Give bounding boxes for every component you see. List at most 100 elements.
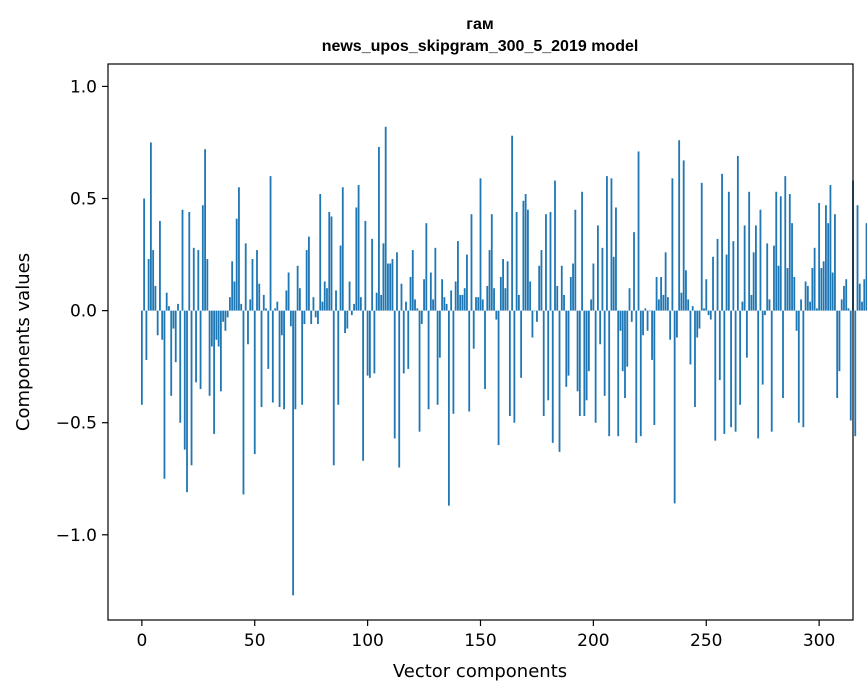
bar xyxy=(696,310,699,338)
bar xyxy=(463,288,466,311)
bar xyxy=(770,310,773,432)
bar xyxy=(432,299,434,311)
bar xyxy=(278,310,281,408)
bar xyxy=(161,310,164,340)
bar xyxy=(757,310,760,439)
bar xyxy=(484,310,486,390)
bar xyxy=(560,265,563,311)
bar xyxy=(730,310,732,428)
bar xyxy=(527,209,529,311)
bar xyxy=(745,310,748,358)
bar xyxy=(750,294,753,311)
bar xyxy=(849,310,852,421)
bar xyxy=(524,194,527,311)
bar xyxy=(452,310,455,414)
bar xyxy=(574,209,577,311)
bar xyxy=(156,310,159,336)
bar xyxy=(472,310,475,349)
bar xyxy=(418,310,421,432)
bar xyxy=(294,310,297,410)
bar xyxy=(847,308,850,311)
bar xyxy=(725,254,728,311)
bar xyxy=(513,310,516,423)
bar xyxy=(606,176,608,311)
bar xyxy=(671,178,674,311)
bar xyxy=(678,140,681,311)
bar xyxy=(578,310,581,416)
bar xyxy=(565,310,568,387)
bar xyxy=(603,310,606,396)
bar xyxy=(831,272,834,311)
bar xyxy=(802,310,805,428)
bar xyxy=(664,252,667,311)
bar xyxy=(786,268,789,311)
bar xyxy=(680,292,683,311)
bar xyxy=(655,276,658,311)
bar xyxy=(400,283,403,311)
bar xyxy=(700,182,703,311)
bar xyxy=(341,187,344,311)
bar xyxy=(617,310,620,437)
bar xyxy=(326,288,328,311)
bar xyxy=(583,310,586,416)
bar xyxy=(323,281,326,311)
bar xyxy=(222,310,225,322)
bar xyxy=(233,281,236,311)
bar xyxy=(366,310,369,376)
bar xyxy=(517,294,520,311)
bar xyxy=(854,310,857,437)
bars-group xyxy=(140,126,867,596)
bar xyxy=(292,310,295,596)
bar xyxy=(508,310,511,416)
bar xyxy=(330,216,333,311)
bar xyxy=(533,310,536,312)
bar xyxy=(280,310,283,336)
y-tick-label: 0.5 xyxy=(70,190,97,210)
bar xyxy=(633,232,635,311)
bar xyxy=(346,310,349,329)
bar xyxy=(551,310,554,443)
bar xyxy=(217,310,220,347)
bar xyxy=(319,194,322,311)
bar xyxy=(856,205,859,311)
bar xyxy=(741,301,744,311)
bar xyxy=(192,247,195,311)
bar xyxy=(443,297,446,311)
bar xyxy=(267,310,270,369)
bar xyxy=(863,279,866,311)
y-tick-label: −0.5 xyxy=(56,414,97,434)
bar xyxy=(793,276,796,311)
bar xyxy=(208,310,211,396)
bar xyxy=(353,303,355,311)
bar xyxy=(493,288,495,311)
bar xyxy=(174,310,177,363)
bar xyxy=(380,294,383,311)
bar xyxy=(779,196,782,311)
bar xyxy=(838,310,841,372)
bar xyxy=(773,245,775,311)
bar xyxy=(723,310,726,434)
bar xyxy=(637,151,640,311)
bar xyxy=(183,310,186,450)
bar xyxy=(657,299,660,311)
bar xyxy=(375,292,378,311)
bar xyxy=(244,243,247,311)
bar xyxy=(265,308,267,311)
bar xyxy=(373,310,376,374)
x-tick-label: 50 xyxy=(244,631,266,651)
y-axis-ticks: −1.0 −0.5 0.0 0.5 1.0 xyxy=(56,77,108,546)
bar xyxy=(705,279,708,311)
bar xyxy=(481,299,484,311)
bar xyxy=(276,301,279,311)
bar xyxy=(596,225,599,311)
bar xyxy=(197,250,200,311)
bar xyxy=(563,294,565,311)
bar xyxy=(644,308,647,311)
bar xyxy=(642,310,644,336)
bar xyxy=(301,310,304,405)
chart-title: гам xyxy=(466,16,493,33)
bar xyxy=(743,225,746,311)
bar xyxy=(328,211,331,311)
bar xyxy=(287,272,290,311)
bar xyxy=(339,245,342,311)
